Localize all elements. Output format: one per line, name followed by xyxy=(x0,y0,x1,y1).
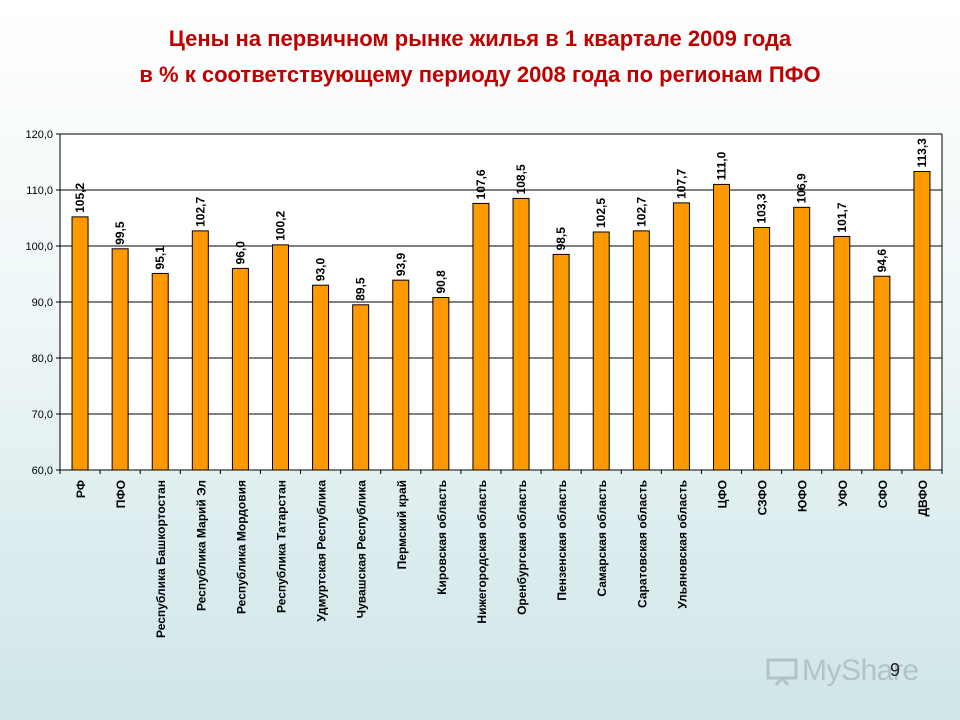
category-label: Удмуртская Республика xyxy=(315,480,329,622)
bar xyxy=(272,244,289,471)
category-label: СФО xyxy=(876,480,890,508)
category-label: Чувашская Республика xyxy=(355,480,369,619)
bar xyxy=(793,206,811,471)
category-label: СЗФО xyxy=(756,480,770,515)
bar xyxy=(873,275,891,471)
category-label: Республика Башкортостан xyxy=(154,480,168,638)
data-label: 103,3 xyxy=(755,193,769,223)
data-label: 93,9 xyxy=(394,252,408,276)
y-tick-label: 90,0 xyxy=(32,297,53,309)
bar xyxy=(191,230,209,471)
bar xyxy=(552,253,570,471)
bar xyxy=(352,304,370,471)
category-label: Республика Татарстан xyxy=(275,480,289,613)
category-label: Оренбургская область xyxy=(515,480,529,615)
y-tick-label: 60,0 xyxy=(32,465,53,477)
category-label: ЮФО xyxy=(796,480,810,512)
watermark-text: MyShare xyxy=(802,654,919,687)
data-label: 102,5 xyxy=(594,198,608,228)
bar xyxy=(713,183,730,471)
bar xyxy=(111,248,129,471)
category-label: Нижегородская область xyxy=(475,480,489,624)
category-label: Республика Марий Эл xyxy=(194,480,208,611)
category-label: Пермский край xyxy=(395,480,409,569)
category-label: ДВФО xyxy=(916,480,930,517)
bar xyxy=(632,230,650,471)
data-label: 107,7 xyxy=(674,169,688,199)
data-label: 111,0 xyxy=(715,151,729,180)
data-label: 106,9 xyxy=(795,173,809,203)
y-tick-label: 80,0 xyxy=(32,353,53,365)
data-label: 93,0 xyxy=(314,258,328,282)
bar xyxy=(592,231,610,471)
bar xyxy=(472,202,490,471)
data-label: 96,0 xyxy=(233,241,247,265)
data-label: 94,6 xyxy=(875,249,889,273)
title-line-2: в % к соответствующему периоду 2008 года… xyxy=(139,62,821,87)
category-label: ПФО xyxy=(114,480,128,508)
page-number: 9 xyxy=(890,660,901,680)
category-label: Кировская область xyxy=(435,480,449,595)
category-label: Ульяновская область xyxy=(675,480,689,609)
data-label: 107,6 xyxy=(474,169,488,199)
category-label: Саратовская область xyxy=(635,480,649,608)
category-label: РФ xyxy=(74,480,88,498)
data-label: 89,5 xyxy=(354,277,368,301)
category-label: ЦФО xyxy=(716,480,730,508)
bar xyxy=(71,216,89,471)
data-label: 108,5 xyxy=(514,164,528,194)
bar xyxy=(512,197,530,471)
y-tick-label: 120,0 xyxy=(25,129,53,141)
watermark-logo: MyShare xyxy=(766,654,919,688)
category-label: УФО xyxy=(836,480,850,507)
category-label: Пензенская область xyxy=(555,480,569,601)
bar xyxy=(833,235,851,471)
bar xyxy=(913,171,931,471)
data-label: 99,5 xyxy=(113,221,127,245)
title-line-1: Цены на первичном рынке жилья в 1 кварта… xyxy=(168,26,792,51)
bar xyxy=(231,267,249,471)
y-tick-label: 100,0 xyxy=(25,241,53,253)
presentation-icon xyxy=(766,658,798,686)
bar xyxy=(392,279,410,471)
data-label: 113,3 xyxy=(915,138,929,168)
bar xyxy=(312,284,330,471)
y-tick-label: 110,0 xyxy=(26,185,53,197)
y-tick-label: 70,0 xyxy=(32,409,53,421)
data-label: 90,8 xyxy=(434,270,448,294)
data-label: 102,7 xyxy=(193,197,207,227)
data-label: 98,5 xyxy=(554,227,568,251)
category-label: Самарская область xyxy=(595,480,609,597)
bar xyxy=(672,202,690,471)
data-label: 100,2 xyxy=(274,211,288,241)
bar xyxy=(753,227,771,471)
data-label: 101,7 xyxy=(835,202,849,232)
data-label: 95,1 xyxy=(153,246,167,270)
bar xyxy=(432,297,450,471)
category-label: Республика Мордовия xyxy=(234,480,248,614)
bar xyxy=(151,272,169,471)
data-label: 102,7 xyxy=(634,197,648,227)
data-label: 105,2 xyxy=(73,183,87,213)
